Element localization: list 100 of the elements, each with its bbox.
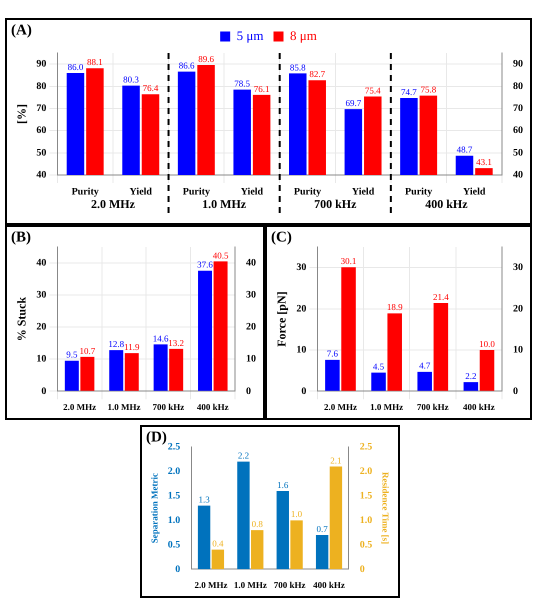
x-tick-label: 2.0 MHz (63, 402, 96, 412)
y2-tick-label: 20 (246, 322, 256, 333)
bar (237, 462, 250, 570)
y-tick-label: 2.5 (168, 442, 180, 453)
bar (109, 350, 124, 391)
y-tick-label: 60 (36, 125, 46, 136)
y2-tick-label: 60 (513, 125, 523, 136)
x-tick-label: Purity (72, 186, 99, 198)
data-label: 1.6 (277, 480, 289, 490)
data-label: 88.1 (87, 57, 103, 68)
y2-tick-label: 50 (513, 147, 523, 158)
data-label: 0.4 (212, 538, 224, 549)
y-tick-label: 1.5 (168, 490, 180, 502)
data-label: 9.5 (66, 350, 78, 360)
text: 400 kHz (425, 197, 468, 212)
y-tick-label: 30 (36, 290, 46, 301)
x-tick-label: Yield (352, 186, 375, 198)
text: 1.0 MHz (202, 197, 247, 212)
x-tick-label: 400 kHz (313, 580, 345, 590)
y2-tick-label: 10 (513, 344, 523, 356)
text: 700 kHz (314, 197, 358, 212)
legend-label: 8 μm (290, 28, 317, 43)
y2-tick-label: 2.5 (360, 442, 372, 453)
bar (341, 267, 356, 391)
data-label: 12.8 (108, 339, 125, 350)
y-axis-title: [%] (14, 104, 28, 124)
x-tick-label: 2.0 MHz (194, 580, 228, 590)
data-label: 37.6 (197, 260, 214, 270)
data-label: 10.7 (79, 346, 96, 356)
y-tick-label: 40 (36, 170, 46, 181)
bar (325, 360, 340, 391)
y-axis-title: Separation Metric (150, 472, 160, 544)
x-tick-label: 1.0 MHz (108, 402, 140, 412)
y2-tick-label: 40 (513, 170, 523, 181)
data-label: 11.9 (124, 342, 140, 352)
y2-tick-label: 2.0 (360, 466, 372, 478)
bar (214, 261, 228, 391)
x-tick-label: 2.0 MHz (324, 402, 357, 412)
x-tick-label: 400 kHz (463, 402, 495, 412)
y-tick-label: 0 (175, 564, 180, 575)
x-tick-label: Purity (405, 186, 432, 198)
y2-tick-label: 0 (246, 386, 251, 397)
data-label: 85.8 (290, 62, 306, 72)
y-tick-label: 0 (41, 386, 46, 397)
bar (371, 372, 386, 391)
y-tick-label: 10 (296, 344, 306, 356)
bar (64, 360, 79, 391)
data-label: 2.2 (238, 450, 250, 461)
data-label: 89.6 (198, 54, 214, 64)
y-tick-label: 0.5 (168, 539, 180, 550)
data-label: 80.3 (123, 74, 140, 84)
bar (212, 550, 224, 570)
bar (124, 353, 139, 391)
bar (80, 356, 94, 391)
chart-title: (D) (146, 429, 167, 446)
data-label: 14.6 (152, 333, 170, 344)
x-tick-label: Purity (182, 186, 210, 198)
y-tick-label: 90 (36, 58, 46, 70)
x-tick-label: 700 kHz (274, 580, 306, 590)
y-tick-label: 70 (36, 103, 46, 114)
data-label: 4.5 (372, 362, 385, 372)
bar (387, 313, 402, 391)
text: 2.0 MHz (90, 197, 136, 212)
data-label: 18.9 (386, 302, 404, 312)
bar (464, 382, 478, 391)
data-label: 7.6 (326, 348, 339, 359)
x-tick-label: 1.0 MHz (370, 402, 404, 412)
data-label: 75.4 (364, 85, 382, 96)
x-tick-label: 700 kHz (416, 402, 449, 412)
data-label: 86.6 (178, 60, 195, 70)
data-label: 74.7 (401, 86, 418, 97)
bar (198, 270, 212, 391)
y-tick-label: 20 (296, 303, 306, 314)
data-label: 76.1 (254, 84, 270, 94)
chart-title: (A) (11, 22, 32, 38)
y2-tick-label: 30 (246, 290, 256, 301)
data-label: 13.2 (168, 338, 184, 348)
legend-label: 5 μm (236, 28, 264, 43)
data-label: 86.0 (68, 62, 84, 72)
data-label: 43.1 (476, 156, 492, 167)
y-tick-label: 10 (36, 354, 46, 365)
data-label: 76.4 (142, 83, 159, 94)
bar (434, 303, 448, 391)
y-tick-label: 20 (36, 322, 46, 333)
y-tick-label: 50 (36, 147, 46, 158)
data-label: 10.0 (479, 338, 496, 349)
data-label: 82.7 (309, 69, 326, 80)
data-label: 69.7 (345, 98, 362, 108)
y-tick-label: 80 (36, 80, 46, 92)
y-tick-label: 30 (296, 262, 306, 274)
data-label: 40.5 (212, 250, 229, 260)
data-label: 21.4 (432, 292, 450, 302)
y-tick-label: 2.0 (168, 466, 180, 478)
bar (154, 344, 168, 391)
x-tick-label: Yield (240, 186, 264, 198)
y2-tick-label: 10 (246, 354, 256, 365)
x-tick-label: 1.0 MHz (234, 580, 267, 590)
bar (330, 466, 342, 570)
y2-tick-label: 0 (360, 564, 365, 575)
data-label: 0.8 (252, 518, 264, 529)
